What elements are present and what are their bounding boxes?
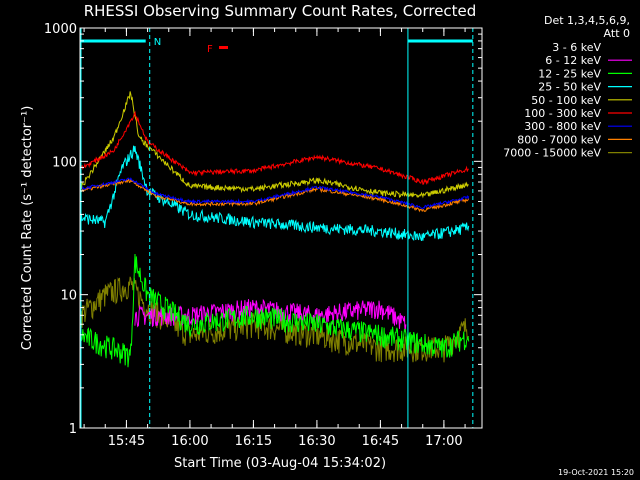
legend-entry: 100 - 300 keV [524,107,601,120]
series-layer [79,91,470,429]
y-tick-label: 1000 [44,22,77,37]
legend-header: Det 1,3,4,5,6,9, [544,14,630,27]
chart-title: RHESSI Observing Summary Count Rates, Co… [84,2,477,20]
x-axis: 15:45 16:00 16:15 16:30 16:45 17:00 [83,28,466,449]
x-tick-label: 17:00 [425,434,462,449]
y-axis-label: Corrected Count Rate (s⁻¹ detector⁻¹) [20,106,35,351]
series-line [79,110,469,185]
legend-entry: 6 - 12 keV [545,54,601,67]
annotation-f: F [207,44,213,55]
series-line [79,177,470,210]
series-line [79,91,469,199]
annotation-layer: NF [80,28,474,428]
legend-entry: 800 - 7000 keV [517,133,601,146]
x-tick-label: 16:30 [298,434,335,449]
legend-entry: 3 - 6 keV [552,41,601,54]
x-axis-label: Start Time (03-Aug-04 15:34:02) [174,456,386,471]
x-tick-label: 16:45 [362,434,399,449]
legend-entry: 50 - 100 keV [531,94,601,107]
legend-header: Att 0 [604,27,630,40]
plot-frame [79,27,483,429]
y-tick-label: 10 [60,289,77,304]
series-line [134,298,407,332]
legend-entry: 12 - 25 keV [538,67,601,80]
series-line [79,253,470,368]
series-line [79,145,470,242]
x-tick-label: 16:15 [235,434,272,449]
y-tick-label: 1 [69,422,77,437]
legend-entry: 7000 - 15000 keV [503,147,601,160]
x-tick-label: 16:00 [171,434,208,449]
y-axis: 1 10 100 1000 [44,22,482,437]
series-line [79,178,470,213]
y-tick-label: 100 [52,155,77,170]
series-line [79,276,470,363]
generation-timestamp: 19-Oct-2021 15:20 [558,468,634,477]
legend-entry: 25 - 50 keV [538,81,601,94]
x-tick-label: 15:45 [108,434,145,449]
annotation-n: N [154,37,161,48]
flare-marker [219,46,228,49]
legend-entry: 300 - 800 keV [524,120,601,133]
